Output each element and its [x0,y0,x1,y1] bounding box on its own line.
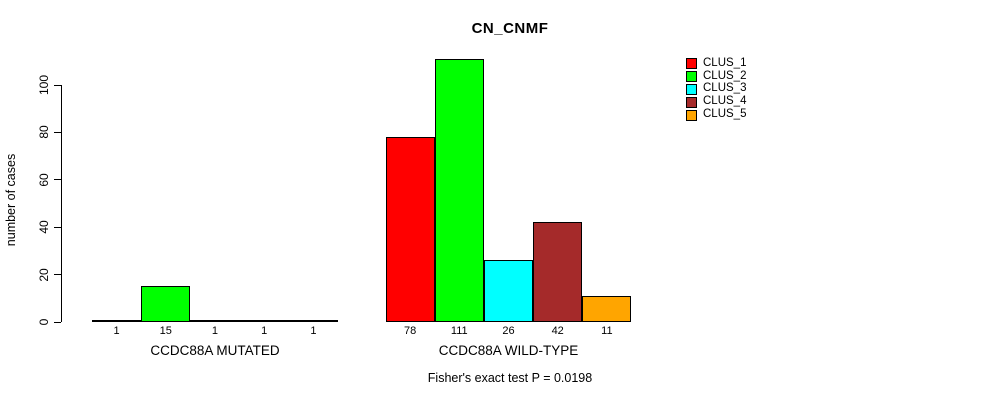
bar-value-label: 78 [403,325,417,337]
legend-label: CLUS_1 [703,56,747,69]
bar-clus_2 [434,58,484,322]
bar-clus_5 [288,319,338,322]
y-axis-tick-label: 80 [37,125,51,140]
bar-value-label: 11 [601,325,613,337]
bar-clus_3 [483,260,534,322]
y-axis-tick [54,131,61,133]
y-axis-tick-label: 60 [37,173,51,187]
chart-title: CN_CNMF [471,20,549,37]
x-axis-group-label: CCDC88A WILD-TYPE [438,343,579,358]
legend-color-swatch [686,57,697,69]
bar-clus_3 [190,319,240,322]
legend-item-clus_1: CLUS_1 [686,57,746,70]
bar-value-label: 111 [450,325,468,337]
y-axis-tick-label: 100 [37,74,51,96]
fisher-test-annotation: Fisher's exact test P = 0.0198 [427,371,593,385]
legend-color-swatch [686,109,697,121]
y-axis-tick [54,274,61,276]
y-axis-tick [54,179,61,181]
bar-clus_2 [141,286,191,322]
y-axis-tick [54,226,61,228]
y-axis-tick-label: 40 [37,220,51,234]
bar-clus_1 [385,137,435,322]
legend-item-clus_2: CLUS_2 [686,70,746,83]
bar-value-label: 26 [502,325,515,337]
legend-color-swatch [686,83,697,95]
legend-item-clus_5: CLUS_5 [686,109,746,122]
bar-value-label: 1 [113,325,120,337]
legend-color-swatch [686,70,697,82]
legend-item-clus_3: CLUS_3 [686,83,746,96]
legend-label: CLUS_4 [703,95,747,108]
bar-clus_4 [239,319,289,322]
y-axis-line [61,85,62,322]
legend-label: CLUS_2 [703,69,747,82]
bar-clus_5 [582,295,632,322]
legend-color-swatch [686,96,697,108]
legend-label: CLUS_5 [703,108,747,121]
legend-item-clus_4: CLUS_4 [686,96,746,109]
y-axis-tick-label: 20 [37,267,51,282]
bar-value-label: 1 [211,325,219,337]
bar-clus_4 [533,222,583,322]
bar-value-label: 1 [261,325,268,337]
y-axis-tick [54,321,61,323]
y-axis-title: number of cases [4,153,18,247]
y-axis-tick-label: 0 [37,318,51,326]
legend: CLUS_1 CLUS_2 CLUS_3 CLUS_4 CLUS_5 [686,57,746,121]
bar-value-label: 42 [551,325,564,337]
x-axis-group-label: CCDC88A MUTATED [150,343,280,358]
bar-value-label: 15 [159,325,172,337]
bar-clus_1 [92,319,142,322]
y-axis-tick [54,84,61,86]
legend-label: CLUS_3 [703,82,747,95]
bar-value-label: 1 [310,325,317,337]
